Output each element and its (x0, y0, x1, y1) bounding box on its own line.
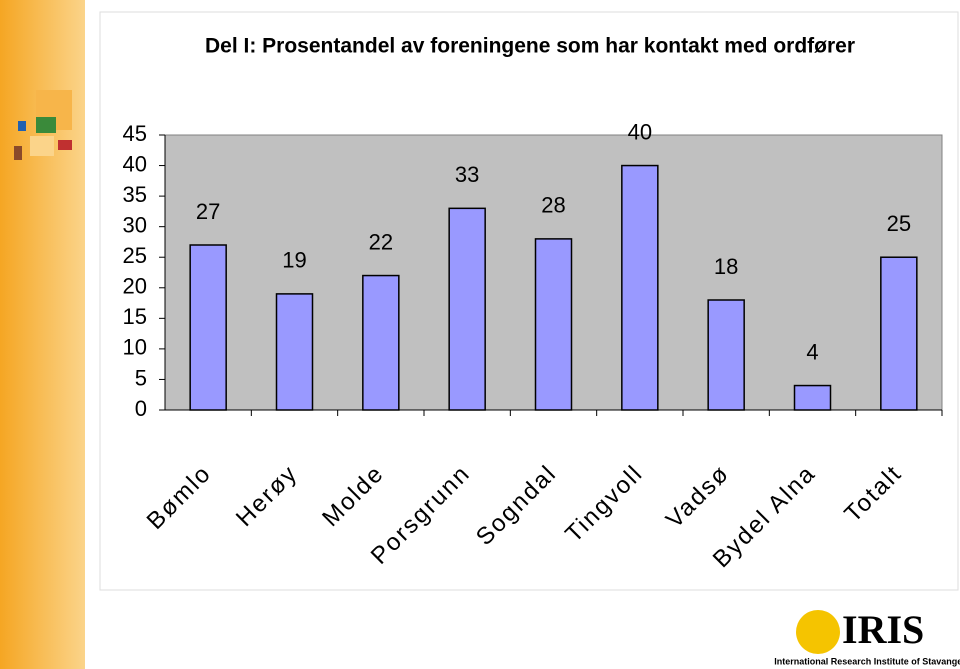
bar (362, 274, 400, 411)
bar (880, 256, 918, 411)
y-tick-label: 15 (123, 304, 147, 329)
y-tick-label: 45 (123, 121, 147, 146)
logo-subtitle: International Research Institute of Stav… (774, 656, 960, 666)
logo-icon (796, 610, 840, 654)
value-label: 40 (628, 119, 652, 144)
value-label: 4 (806, 339, 818, 364)
bar (793, 384, 832, 411)
logo-name: IRIS (842, 607, 924, 652)
bar (448, 207, 486, 411)
value-label: 33 (455, 162, 479, 187)
chart-title: Del I: Prosentandel av foreningene som h… (205, 35, 855, 58)
bar (275, 293, 314, 411)
value-label: 22 (369, 229, 393, 254)
decoration (14, 90, 72, 160)
y-tick-label: 30 (123, 212, 147, 237)
y-tick-label: 10 (123, 335, 147, 360)
value-label: 27 (196, 199, 220, 224)
y-tick-label: 40 (123, 151, 147, 176)
y-tick-label: 25 (123, 243, 147, 268)
y-tick-label: 35 (123, 182, 147, 207)
logo: IRIS International Research Institute of… (774, 607, 960, 666)
value-label: 18 (714, 254, 738, 279)
bar (621, 164, 659, 411)
value-label: 19 (282, 248, 306, 273)
bar (707, 299, 745, 411)
bar (534, 238, 573, 411)
y-tick-label: 20 (123, 274, 147, 299)
y-tick-label: 5 (135, 365, 147, 390)
value-label: 25 (887, 211, 911, 236)
y-tick-label: 0 (135, 396, 147, 421)
value-label: 28 (541, 193, 565, 218)
bar (189, 244, 227, 411)
